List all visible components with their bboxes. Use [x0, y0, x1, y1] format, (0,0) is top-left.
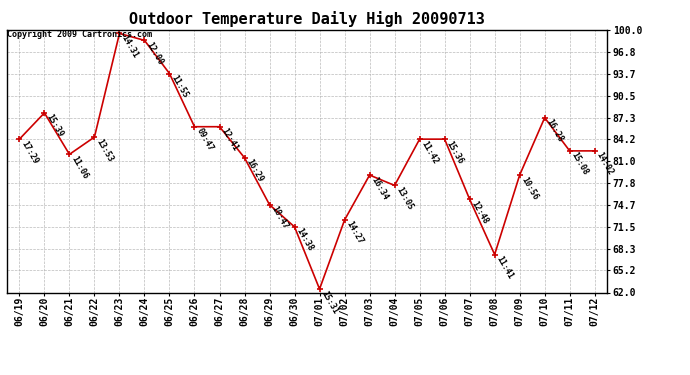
Text: 16:28: 16:28 — [544, 118, 565, 144]
Text: 13:05: 13:05 — [395, 185, 415, 211]
Text: 11:55: 11:55 — [170, 74, 190, 100]
Text: 16:34: 16:34 — [370, 175, 390, 201]
Text: 11:06: 11:06 — [70, 154, 90, 180]
Text: 12:41: 12:41 — [219, 127, 240, 153]
Text: 13:53: 13:53 — [95, 137, 115, 163]
Text: 10:47: 10:47 — [270, 205, 290, 231]
Text: 11:42: 11:42 — [420, 139, 440, 165]
Text: 17:29: 17:29 — [19, 139, 40, 165]
Title: Outdoor Temperature Daily High 20090713: Outdoor Temperature Daily High 20090713 — [129, 12, 485, 27]
Text: 14:31: 14:31 — [119, 33, 140, 60]
Text: Copyright 2009 Cartronics.com: Copyright 2009 Cartronics.com — [7, 30, 152, 39]
Text: 09:47: 09:47 — [195, 127, 215, 153]
Text: 14:02: 14:02 — [595, 151, 615, 177]
Text: 15:36: 15:36 — [444, 139, 465, 165]
Text: 15:39: 15:39 — [44, 113, 65, 139]
Text: 10:56: 10:56 — [520, 175, 540, 201]
Text: 16:29: 16:29 — [244, 158, 265, 184]
Text: 15:08: 15:08 — [570, 151, 590, 177]
Text: 11:41: 11:41 — [495, 255, 515, 280]
Text: 14:38: 14:38 — [295, 227, 315, 253]
Text: 15:31: 15:31 — [319, 289, 340, 315]
Text: 12:00: 12:00 — [144, 40, 165, 66]
Text: 12:48: 12:48 — [470, 199, 490, 225]
Text: 14:27: 14:27 — [344, 220, 365, 246]
